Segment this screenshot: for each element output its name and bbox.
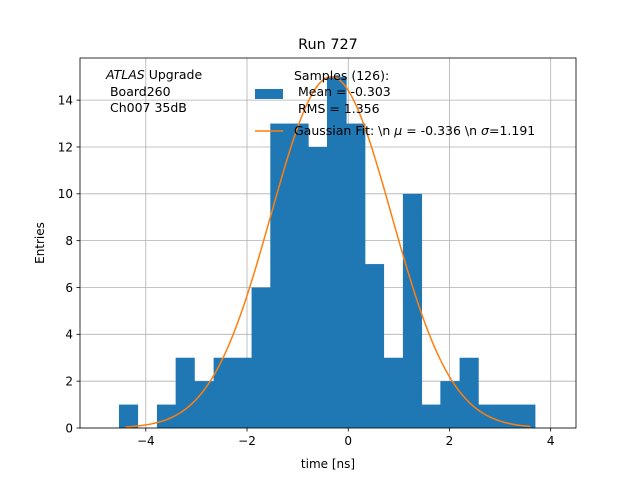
- x-tick-label: −4: [137, 434, 155, 448]
- chart-title: Run 727: [298, 37, 358, 53]
- histogram-bar: [402, 193, 423, 428]
- y-tick-label: 14: [58, 93, 73, 107]
- y-tick-label: 10: [58, 187, 73, 201]
- gaussian-fit-curve: [125, 76, 531, 428]
- histogram-bar: [308, 146, 328, 428]
- annotation-atlas: ATLAS: [105, 67, 145, 82]
- axes-frame: [79, 57, 577, 429]
- histogram-bar: [516, 404, 536, 428]
- x-tick-label: 0: [344, 434, 352, 448]
- x-axis-ticks: −4 −2 0 2 4: [137, 428, 555, 448]
- annotation-line-3: Ch007 35dB: [106, 100, 187, 115]
- histogram-bar: [421, 404, 441, 428]
- histogram-bar: [440, 381, 460, 428]
- y-tick-label: 4: [65, 328, 73, 342]
- y-tick-label: 2: [65, 374, 73, 388]
- legend: Samples (126): Mean = -0.303 RMS = 1.356…: [255, 68, 535, 138]
- histogram-bars: [118, 76, 536, 429]
- annotation-upgrade: Upgrade: [145, 67, 203, 82]
- legend-fit-part-3: =1.191: [489, 123, 535, 138]
- histogram-bar: [459, 357, 479, 428]
- histogram-bar: [213, 357, 233, 428]
- x-tick-label: −2: [238, 434, 256, 448]
- y-tick-label: 6: [65, 281, 73, 295]
- histogram-bar: [251, 287, 271, 428]
- y-tick-label: 0: [65, 421, 73, 435]
- histogram-bar: [175, 357, 195, 428]
- histogram-bar: [289, 123, 309, 429]
- legend-fit-part-1: Gaussian Fit: \n: [294, 123, 394, 138]
- x-tick-label: 2: [446, 434, 454, 448]
- annotation-line-1: ATLAS Upgrade: [105, 67, 202, 82]
- histogram-bar: [364, 264, 385, 428]
- y-tick-label: 8: [65, 234, 73, 248]
- histogram-bar: [118, 404, 139, 428]
- legend-fit-label: Gaussian Fit: \n μ = -0.336 \n σ=1.191: [294, 123, 535, 138]
- legend-histogram-line-2: Mean = -0.303: [294, 84, 391, 99]
- legend-histogram-line-1: Samples (126):: [294, 68, 389, 83]
- y-axis-label: Entries: [33, 222, 47, 264]
- histogram-bar: [156, 404, 177, 428]
- x-tick-label: 4: [547, 434, 555, 448]
- legend-fit-mu: μ: [393, 123, 402, 138]
- y-tick-label: 12: [58, 140, 73, 154]
- legend-fit-sigma: σ: [481, 123, 490, 138]
- legend-histogram-line-3: RMS = 1.356: [294, 101, 380, 116]
- histogram-bar: [232, 357, 252, 428]
- atlas-annotation: ATLAS Upgrade Board260 Ch007 35dB: [105, 67, 202, 115]
- x-axis-label: time [ns]: [301, 457, 355, 471]
- histogram-bar: [326, 76, 347, 428]
- histogram-bar: [383, 357, 404, 428]
- histogram-bar: [270, 123, 290, 429]
- histogram-bar: [346, 123, 366, 429]
- annotation-line-2: Board260: [106, 84, 171, 99]
- legend-histogram-swatch: [255, 89, 283, 99]
- legend-fit-part-2: = -0.336 \n: [402, 123, 481, 138]
- histogram-bar: [194, 381, 215, 428]
- y-axis-ticks: 0 2 4 6 8 10 12 14: [58, 93, 80, 435]
